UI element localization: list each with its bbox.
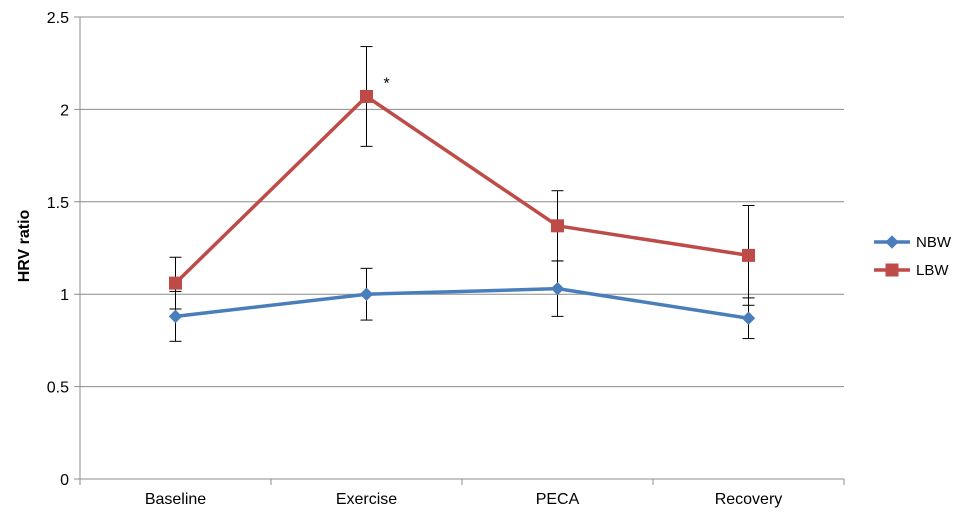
y-tick-label: 1 [60, 287, 69, 304]
legend-label: NBW [916, 234, 952, 251]
annotations: * [384, 75, 390, 92]
legend-marker [885, 263, 899, 277]
y-tick-labels: 0 0.5 1 1.5 2 2.5 [47, 10, 69, 489]
gridlines [80, 16, 844, 388]
y-axis-title: HRV ratio [16, 209, 33, 282]
data-point [169, 276, 182, 290]
x-tick-labels: Baseline Exercise PECA Recovery [145, 491, 782, 508]
series-line [175, 286, 749, 320]
series-line [174, 94, 749, 285]
data-point [550, 281, 565, 296]
data-point [742, 248, 755, 262]
data-point [359, 287, 374, 301]
data-point [551, 219, 564, 233]
significance-marker: * [384, 75, 390, 92]
series-lbw [169, 46, 755, 310]
x-tick-label: Recovery [715, 491, 783, 508]
legend-item-lbw: LBW [874, 262, 949, 279]
legend-item-nbw: NBW [874, 234, 952, 251]
legend-marker [885, 235, 899, 249]
legend: NBW LBW [874, 234, 952, 279]
axes [74, 16, 845, 485]
series-nbw [168, 260, 756, 342]
y-tick-label: 0 [60, 472, 69, 489]
y-tick-label: 2.5 [47, 10, 69, 27]
data-point [360, 89, 373, 103]
y-tick-label: 1.5 [47, 195, 69, 212]
x-tick-label: Baseline [145, 491, 206, 508]
legend-label: LBW [916, 262, 949, 279]
series-layer [168, 46, 756, 342]
x-tick-label: PECA [536, 491, 580, 508]
y-tick-label: 2 [60, 102, 69, 119]
y-tick-label: 0.5 [47, 380, 69, 397]
data-point [168, 309, 183, 324]
x-tick-label: Exercise [336, 491, 397, 508]
data-point [741, 311, 756, 325]
